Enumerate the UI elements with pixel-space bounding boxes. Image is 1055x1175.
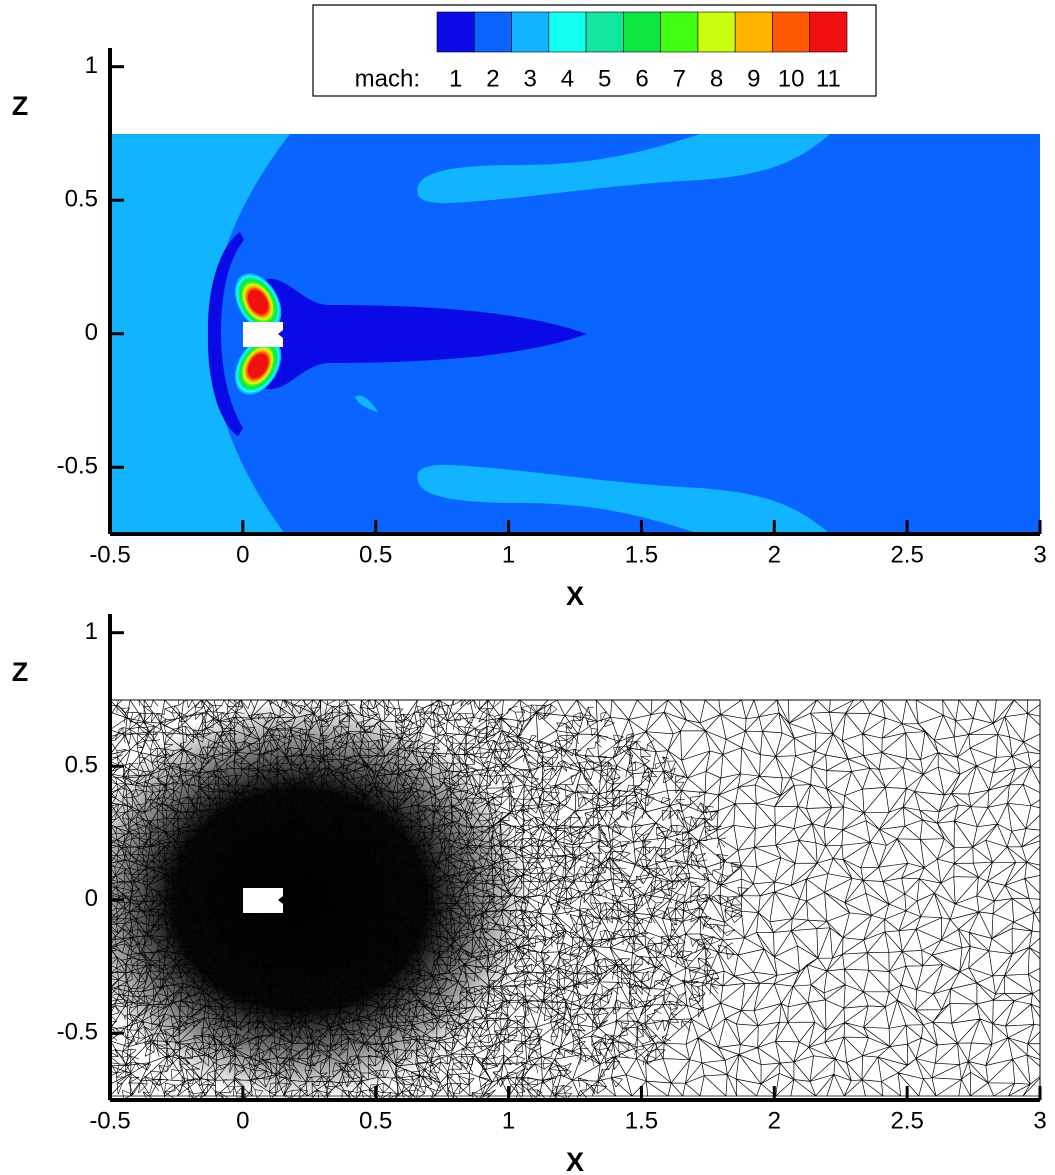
y-tick-label: -0.5 [57,453,98,480]
x-tick-label: -0.5 [89,1107,130,1134]
mesh-dense-core [110,700,530,1100]
contour-region [417,464,830,534]
y-axis-label: Z [12,91,29,121]
x-tick-label: 3 [1033,1107,1046,1134]
colorbar-tick-label: 8 [710,65,723,92]
contour-region [417,134,830,204]
y-tick-label: 0 [85,885,98,912]
contour-region [207,232,244,436]
x-tick-label: 2.5 [890,541,923,568]
colorbar-tick-label: 9 [747,65,760,92]
y-tick-label: -0.5 [57,1019,98,1046]
colorbar-tick-label: 4 [561,65,574,92]
colorbar-swatch [548,11,587,53]
y-tick-label: 1 [85,52,98,79]
x-tick-label: 0.5 [359,1107,392,1134]
x-tick-label: -0.5 [89,541,130,568]
contour-region [355,395,378,412]
colorbar: mach: 1 2 3 4 5 6 7 8 9 10 11 [312,4,877,97]
colorbar-swatch [734,11,773,53]
x-tick-label: 3 [1033,541,1046,568]
x-tick-label: 0.5 [359,541,392,568]
colorbar-swatch [511,11,550,53]
contour-region [247,289,269,315]
y-tick-label: 0.5 [65,186,98,213]
colorbar-swatch [809,11,848,53]
colorbar-tick-label: 7 [673,65,686,92]
mesh-field [110,700,1040,1100]
x-tick-label: 2 [768,541,781,568]
colorbar-swatch [697,11,736,53]
x-tick-label: 1.5 [625,541,658,568]
colorbar-tick-label: 1 [449,65,462,92]
x-tick-label: 2 [768,1107,781,1134]
x-tick-label: 2.5 [890,1107,923,1134]
colorbar-swatch [772,11,811,53]
colorbar-swatch [473,11,512,53]
colorbar-swatch [660,11,699,53]
colorbar-tick-label: 11 [816,65,841,92]
contour-region [208,134,1040,534]
contour-region [247,353,269,379]
colorbar-tick-label: 2 [486,65,499,92]
x-axis-label: X [566,581,584,611]
y-tick-label: 0 [85,319,98,346]
y-axis-label: Z [12,657,29,687]
x-tick-label: 1.5 [625,1107,658,1134]
y-tick-label: 0.5 [65,752,98,779]
colorbar-tick-label: 6 [635,65,648,92]
x-tick-label: 1 [502,541,515,568]
x-tick-label: 0 [236,1107,249,1134]
colorbar-label: mach: [355,65,420,92]
contour-region [258,278,587,390]
colorbar-swatch [585,11,624,53]
body [243,322,283,347]
colorbar-tick-label: 5 [598,65,611,92]
colorbar-tick-label: 3 [524,65,537,92]
colorbar-swatch [436,11,475,53]
shock-lobes [234,273,282,395]
y-tick-label: 1 [85,618,98,645]
contour-field [110,134,1040,534]
colorbar-tick-label: 10 [778,65,805,92]
x-axis-label: X [566,1147,584,1175]
body [243,888,283,913]
x-tick-label: 0 [236,541,249,568]
x-tick-label: 1 [502,1107,515,1134]
colorbar-swatch [623,11,661,53]
